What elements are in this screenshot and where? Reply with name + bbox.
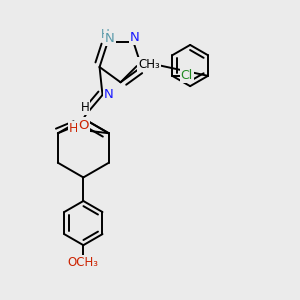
Text: Cl: Cl bbox=[181, 69, 193, 82]
Text: N: N bbox=[105, 32, 115, 45]
Text: N: N bbox=[130, 32, 140, 44]
Text: O: O bbox=[79, 118, 89, 131]
Text: H: H bbox=[80, 101, 89, 114]
Text: HO: HO bbox=[69, 122, 88, 135]
Text: H: H bbox=[101, 28, 110, 40]
Text: OCH₃: OCH₃ bbox=[68, 256, 99, 269]
Text: N: N bbox=[104, 88, 114, 100]
Text: CH₃: CH₃ bbox=[138, 58, 160, 71]
